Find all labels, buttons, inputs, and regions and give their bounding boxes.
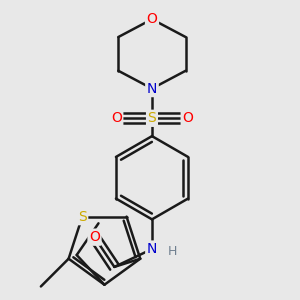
- Text: H: H: [168, 244, 177, 258]
- Text: O: O: [111, 111, 122, 125]
- Text: N: N: [147, 82, 157, 96]
- Text: O: O: [146, 12, 158, 26]
- Text: N: N: [147, 242, 157, 256]
- Text: S: S: [78, 210, 87, 224]
- Text: O: O: [182, 111, 193, 125]
- Text: O: O: [89, 230, 100, 244]
- Text: S: S: [148, 111, 156, 125]
